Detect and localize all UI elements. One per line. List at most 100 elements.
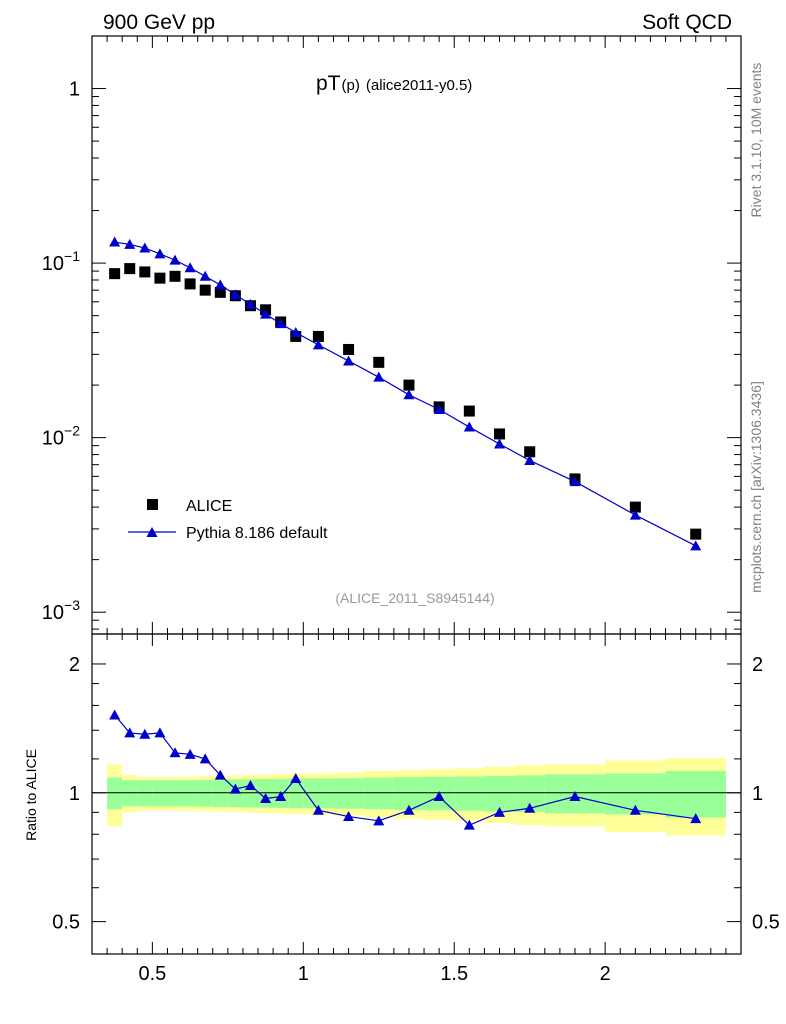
ratio-y-tick-label-right: 0.5 [752, 912, 780, 934]
ratio-y-tick-label-right: 2 [752, 654, 763, 676]
pythia-point [433, 403, 445, 414]
ratio-point [184, 748, 196, 759]
alice-data-point [463, 405, 475, 417]
pythia-point [569, 476, 581, 487]
pythia-point [199, 270, 211, 281]
ratio-point [312, 804, 324, 815]
main-frame [91, 35, 742, 635]
ratio-point [290, 772, 302, 783]
pythia-point [494, 438, 506, 449]
x-tick-label: 1.5 [440, 963, 468, 985]
ratio-uncertainty-bands [107, 758, 726, 836]
alice-data-point [312, 330, 324, 342]
main-y-tick-label: 10−2 [42, 423, 80, 450]
ratio-panel: 2 2 1 1 0.5 0.5 0.5 1 1.5 2 Ratio to ALICE [23, 633, 780, 985]
pythia-point [629, 509, 641, 520]
main-y-tick-label: 10−3 [42, 597, 80, 624]
ratio-point [124, 727, 136, 738]
ratio-point [199, 753, 211, 764]
analysis-watermark: (ALICE_2011_S8945144) [335, 590, 494, 606]
ratio-tick-labels: 2 2 1 1 0.5 0.5 0.5 1 1.5 2 [52, 654, 780, 985]
legend-pythia-marker [146, 527, 158, 537]
ratio-point [154, 727, 166, 738]
alice-data-point [169, 270, 181, 282]
ratio-band-inner [212, 779, 228, 808]
alice-data-point [403, 379, 415, 391]
ratio-point [494, 806, 506, 817]
x-tick-label: 2 [600, 963, 611, 985]
ratio-y-tick-label-left: 2 [69, 654, 80, 676]
alice-data-point [184, 278, 196, 290]
pythia-point [312, 339, 324, 350]
ratio-y-tick-label-right: 1 [752, 783, 763, 805]
ratio-band-inner [393, 777, 425, 810]
pythia-point [214, 279, 226, 290]
ratio-point [690, 813, 702, 824]
legend-pythia-label: Pythia 8.186 default [186, 525, 328, 542]
header-right: Soft QCD [642, 11, 732, 34]
pythia-point [154, 248, 166, 259]
alice-data-point [109, 268, 121, 280]
ratio-band-inner [333, 778, 364, 809]
ratio-band-inner [107, 777, 123, 810]
ratio-point [169, 747, 181, 758]
alice-data-point [124, 263, 136, 275]
x-tick-label: 0.5 [138, 963, 166, 985]
ratio-band-inner [484, 775, 515, 812]
ratio-band-inner [288, 778, 304, 809]
pythia-point [260, 308, 272, 319]
legend-alice-label: ALICE [186, 498, 232, 515]
ratio-y-tick-label-left: 0.5 [52, 912, 80, 934]
ratio-band-inner [303, 778, 334, 809]
pythia-point [463, 421, 475, 432]
pythia-point [373, 371, 385, 382]
main-y-tick-labels: 1 10−1 10−2 10−3 [42, 79, 80, 625]
ratio-band-inner [665, 770, 726, 818]
ratio-line [114, 714, 696, 826]
ratio-point [629, 804, 641, 815]
main-y-tick-label: 10−1 [42, 248, 80, 275]
pythia-point [403, 389, 415, 400]
ratio-point [433, 791, 445, 802]
rivet-version-label: Rivet 3.1.10, 10M events [748, 63, 764, 218]
ratio-point [229, 783, 241, 794]
ratio-plot-area [91, 633, 742, 955]
ratio-point [260, 792, 272, 803]
alice-data-point [214, 286, 226, 298]
main-title: pT(p) (alice2011-y0.5) [316, 72, 472, 95]
mcplots-label: mcplots.cern.ch [arXiv:1306.3436] [748, 381, 764, 593]
ratio-frame [91, 633, 742, 955]
pythia-point [690, 540, 702, 551]
pythia-line [114, 241, 696, 547]
ratio-point [244, 779, 256, 790]
main-series [109, 236, 702, 551]
ratio-point [403, 804, 415, 815]
alice-data-point [494, 428, 506, 440]
alice-data-point [373, 356, 385, 368]
pythia-point [524, 454, 536, 465]
alice-data-point [139, 266, 151, 278]
pythia-point [139, 242, 151, 253]
alice-data-point [690, 528, 702, 540]
legend-alice-marker [147, 499, 158, 510]
main-y-tick-label: 1 [69, 79, 80, 101]
ratio-y-tick-label-left: 1 [69, 783, 80, 805]
ratio-point [524, 802, 536, 813]
ratio-point [275, 791, 287, 802]
pythia-point [109, 236, 121, 247]
ratio-y-axis-label: Ratio to ALICE [23, 749, 39, 841]
pythia-point [229, 289, 241, 300]
ratio-band-inner [363, 777, 394, 810]
header-left: 900 GeV pp [103, 11, 215, 34]
alice-data-point [629, 501, 641, 513]
ratio-point [214, 769, 226, 780]
ratio-series [109, 709, 702, 830]
pythia-point [290, 327, 302, 338]
alice-data-point [343, 343, 355, 355]
alice-data-point [199, 284, 211, 296]
ratio-point [463, 819, 475, 830]
ratio-point [373, 815, 385, 826]
pythia-point [124, 238, 136, 249]
ratio-point [109, 709, 121, 720]
